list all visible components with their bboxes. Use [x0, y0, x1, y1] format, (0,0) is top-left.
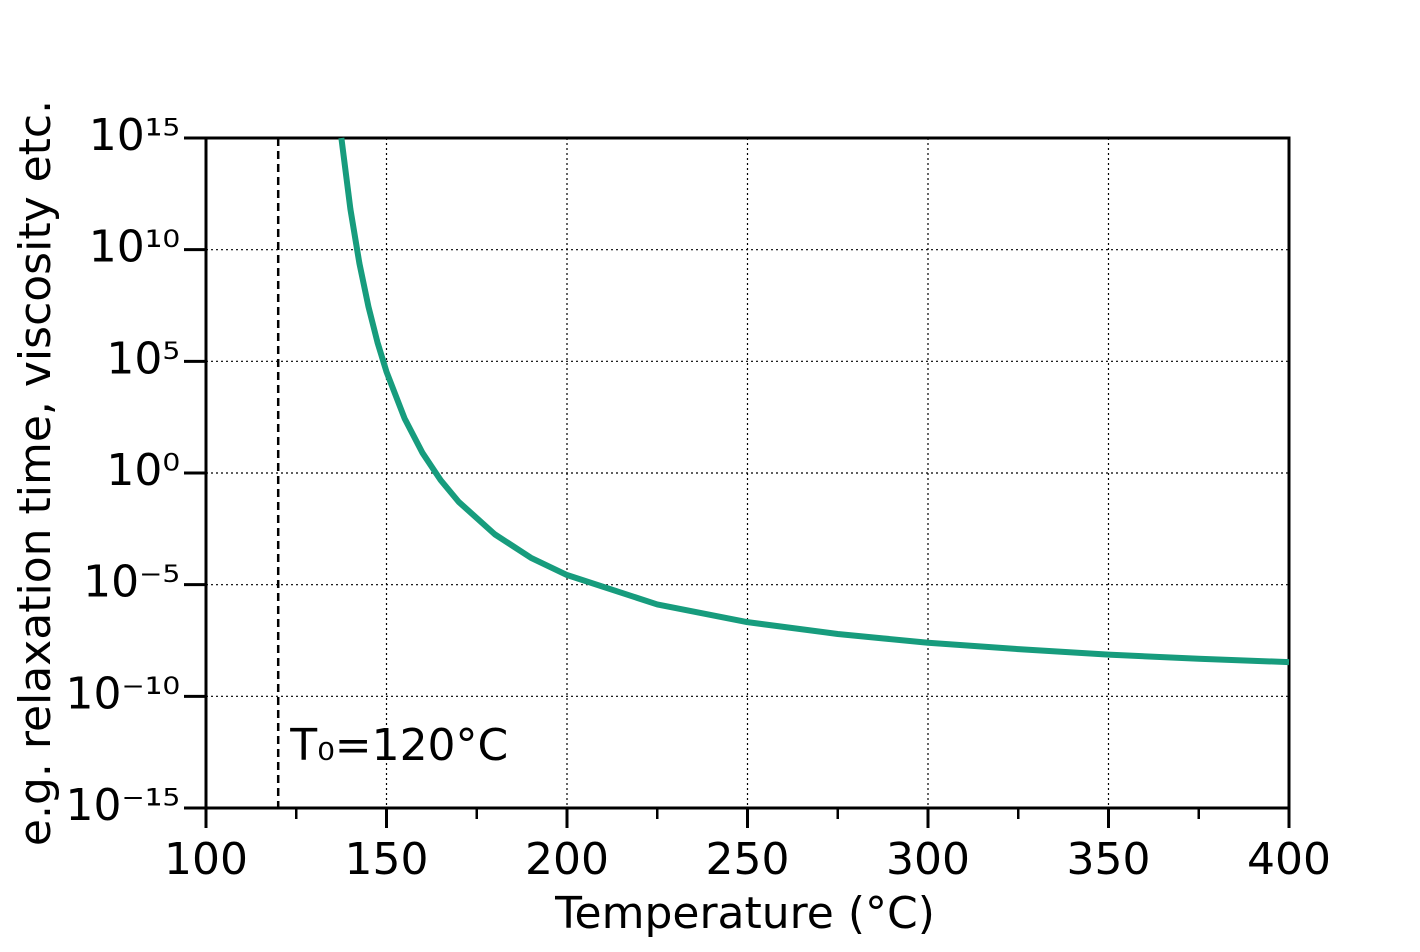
y-tick-label: 10⁰ — [106, 445, 180, 496]
y-tick-label: 10¹⁵ — [89, 110, 180, 161]
x-tick-label: 250 — [706, 834, 790, 885]
y-tick-label: 10⁻¹⁰ — [66, 668, 181, 719]
x-tick-label: 200 — [525, 834, 609, 885]
x-axis-label: Temperature (°C) — [554, 888, 935, 939]
y-tick-label: 10⁻⁵ — [83, 557, 180, 608]
y-axis-label: e.g. relaxation time, viscosity etc. — [10, 100, 61, 846]
plot-frame — [204, 136, 1291, 810]
x-tick-label: 400 — [1247, 834, 1331, 885]
x-tick-label: 150 — [345, 834, 429, 885]
annotation: T₀=120°C — [289, 720, 508, 771]
x-tick-label: 100 — [164, 834, 248, 885]
y-tick-label: 10¹⁰ — [89, 222, 180, 273]
x-tick-label: 350 — [1067, 834, 1151, 885]
y-tick-label: 10⁵ — [106, 333, 180, 384]
y-tick-label: 10⁻¹⁵ — [66, 780, 181, 831]
x-tick-label: 300 — [886, 834, 970, 885]
line-series — [338, 137, 1290, 666]
